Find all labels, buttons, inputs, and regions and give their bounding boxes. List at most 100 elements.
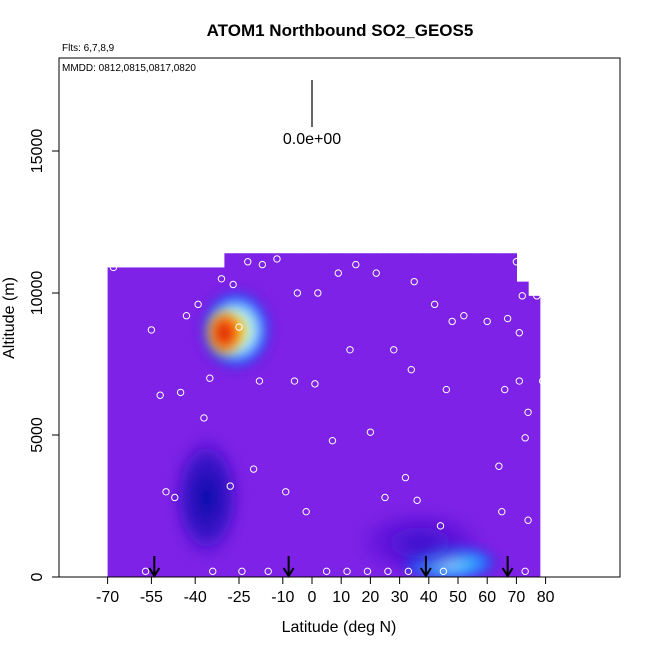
sample-point <box>141 567 150 576</box>
sample-point <box>413 496 421 505</box>
sample-point <box>209 567 217 576</box>
sample-point <box>162 488 170 496</box>
sample-point <box>430 300 439 309</box>
curtain-column <box>166 267 179 577</box>
sample-point <box>255 377 264 385</box>
sample-point <box>352 260 360 269</box>
sample-point <box>533 292 541 300</box>
concentration-features <box>171 287 499 578</box>
curtain-column <box>446 253 459 578</box>
x-tick-label: 20 <box>362 589 380 606</box>
sample-point <box>314 289 322 297</box>
x-tick-label: 0 <box>308 589 317 606</box>
curtain-column <box>329 253 342 578</box>
sample-point <box>524 408 532 416</box>
sample-point <box>538 377 547 385</box>
sample-point <box>498 507 506 516</box>
curtain-column <box>516 281 529 577</box>
x-tick-label: 40 <box>420 589 438 606</box>
down-arrow-icon <box>148 556 161 578</box>
curtain-column <box>154 267 167 577</box>
curtain-column <box>387 253 401 578</box>
curtain-heatmap <box>107 253 541 578</box>
y-axis: 0 5000 10000 15000 <box>29 129 59 581</box>
flights-note: Flts: 6,7,8,9 <box>62 43 115 54</box>
curtain-column <box>399 253 412 578</box>
sample-point <box>334 269 342 277</box>
arrow-head <box>420 567 432 578</box>
sample-point <box>282 488 290 496</box>
sample-point <box>410 277 418 286</box>
curtain-column <box>271 253 284 578</box>
x-tick-label: -55 <box>140 589 163 606</box>
sample-point <box>401 473 410 482</box>
y-tick-label: 10000 <box>29 271 46 316</box>
arrow-head <box>148 567 161 578</box>
sample-point <box>343 567 351 576</box>
sample-point <box>311 380 319 388</box>
x-tick-label: 70 <box>508 589 526 606</box>
sample-point <box>436 522 445 530</box>
curtain-column <box>422 253 436 578</box>
sample-point <box>249 465 258 473</box>
x-tick-label: 10 <box>332 589 350 606</box>
x-axis-label: Latitude (deg N) <box>282 619 397 636</box>
sample-point <box>156 391 164 399</box>
sample-point <box>194 300 202 309</box>
sample-point <box>512 258 521 266</box>
concentration-blob <box>203 307 245 359</box>
x-tick-label: -10 <box>271 589 294 606</box>
arrow-head <box>501 567 514 578</box>
sample-point <box>171 493 179 502</box>
sample-point <box>258 260 267 269</box>
sample-point <box>293 289 302 297</box>
arrow-head <box>282 567 295 578</box>
curtain-column <box>282 253 296 578</box>
y-axis-label: Altitude (m) <box>1 277 18 359</box>
down-arrow-icon <box>282 556 295 578</box>
sample-point <box>495 462 503 470</box>
sample-points <box>109 255 547 576</box>
sample-point <box>302 507 310 516</box>
sample-point <box>439 567 448 576</box>
flight-arrows <box>148 556 514 578</box>
sample-point <box>501 385 509 394</box>
curtain-column <box>364 253 377 578</box>
curtain-column <box>469 253 482 578</box>
dates-note: MMDD: 0812,0815,0817,0820 <box>62 63 196 74</box>
sample-point <box>226 482 234 490</box>
sample-point <box>290 377 299 385</box>
sample-point <box>404 567 413 576</box>
concentration-blob <box>355 508 485 577</box>
curtain-column <box>142 267 155 577</box>
down-arrow-icon <box>420 556 432 578</box>
sample-point <box>366 428 375 436</box>
sample-point <box>524 516 532 524</box>
curtain-column <box>434 253 447 578</box>
sample-point <box>273 255 281 263</box>
down-arrow-icon <box>501 556 514 578</box>
legend-value-label: 0.0e+00 <box>283 131 341 148</box>
sample-point <box>346 346 354 354</box>
sample-point <box>384 567 392 576</box>
y-tick-label: 5000 <box>29 417 46 453</box>
sample-point <box>521 434 529 442</box>
curtain-column <box>528 295 541 577</box>
curtain-column <box>107 267 120 577</box>
sample-point <box>109 263 118 272</box>
sample-point <box>521 567 529 576</box>
sample-point <box>147 326 156 334</box>
sample-point <box>390 346 398 354</box>
sample-point <box>206 374 214 382</box>
curtain-column <box>376 253 389 578</box>
sample-point <box>217 275 226 283</box>
sample-point <box>182 312 191 320</box>
sample-point <box>328 436 337 445</box>
sample-point <box>244 258 252 266</box>
sample-point <box>503 314 512 323</box>
curtain-column <box>119 267 132 577</box>
y-tick-label: 15000 <box>29 129 46 174</box>
x-tick-label: -25 <box>227 589 250 606</box>
x-axis: -70 -55 -40 -25 -10 0 10 20 30 40 50 60 70 80 <box>59 576 620 606</box>
